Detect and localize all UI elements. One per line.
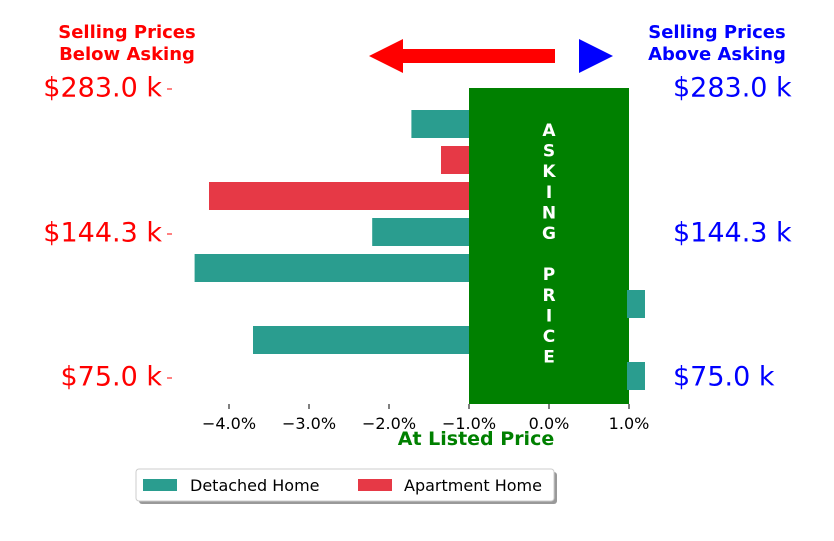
bar-apartment-1 xyxy=(441,146,469,174)
bar-detached-3 xyxy=(372,218,469,246)
legend-label-detached: Detached Home xyxy=(190,476,320,495)
asking-price-letter-0: A xyxy=(542,121,556,141)
above-asking-title-line2: Above Asking xyxy=(648,44,786,65)
legend: Detached Home Apartment Home xyxy=(135,468,557,504)
x-tick-label-0: −4.0% xyxy=(202,414,256,433)
x-axis-title: At Listed Price xyxy=(398,428,554,450)
left-price-label-0: $283.0 k xyxy=(43,73,162,104)
legend-label-apartment: Apartment Home xyxy=(404,476,542,495)
bars-group xyxy=(194,110,645,390)
bar-apartment-2 xyxy=(209,182,469,210)
right-arrow-icon xyxy=(579,39,613,73)
right-price-label-2: $75.0 k xyxy=(673,362,775,393)
right-price-label-0: $283.0 k xyxy=(673,73,792,104)
bar-detached-0 xyxy=(411,110,469,138)
above-asking-title-line1: Selling Prices xyxy=(648,22,785,43)
right-price-labels: $283.0 k $144.3 k $75.0 k xyxy=(673,73,792,393)
asking-price-letter-3: I xyxy=(546,183,552,203)
below-asking-title-line2: Below Asking xyxy=(59,44,195,65)
asking-price-letter-8: R xyxy=(542,286,555,306)
asking-price-letter-11: E xyxy=(543,348,555,368)
asking-price-letter-2: K xyxy=(542,162,556,182)
bar-detached-5 xyxy=(627,290,645,318)
x-tick-label-5: 1.0% xyxy=(609,414,650,433)
x-tick-label-4: 0.0% xyxy=(529,414,570,433)
right-price-label-1: $144.3 k xyxy=(673,218,792,249)
left-price-label-2: $75.0 k xyxy=(60,362,162,393)
x-tick-label-3: −1.0% xyxy=(442,414,496,433)
asking-price-letter-4: N xyxy=(542,203,556,223)
x-axis: −4.0% −3.0% −2.0% −1.0% 0.0% 1.0% xyxy=(202,404,649,433)
asking-price-letter-5: G xyxy=(542,224,556,244)
left-arrow-icon xyxy=(369,39,555,73)
legend-swatch-apartment xyxy=(358,479,392,491)
x-tick-label-1: −3.0% xyxy=(282,414,336,433)
left-price-label-1: $144.3 k xyxy=(43,218,162,249)
left-price-labels: $283.0 k $144.3 k $75.0 k xyxy=(43,73,172,393)
asking-price-band xyxy=(469,88,629,404)
x-tick-label-2: −2.0% xyxy=(362,414,416,433)
below-asking-title-line1: Selling Prices xyxy=(58,22,195,43)
bar-detached-4 xyxy=(194,254,469,282)
asking-price-letter-1: S xyxy=(543,142,555,162)
legend-swatch-detached xyxy=(143,479,177,491)
bar-detached-7 xyxy=(627,362,645,390)
bar-detached-6 xyxy=(253,326,469,354)
asking-price-letter-9: I xyxy=(546,306,552,326)
asking-price-letter-7: P xyxy=(543,265,555,285)
asking-price-letter-10: C xyxy=(543,327,555,347)
